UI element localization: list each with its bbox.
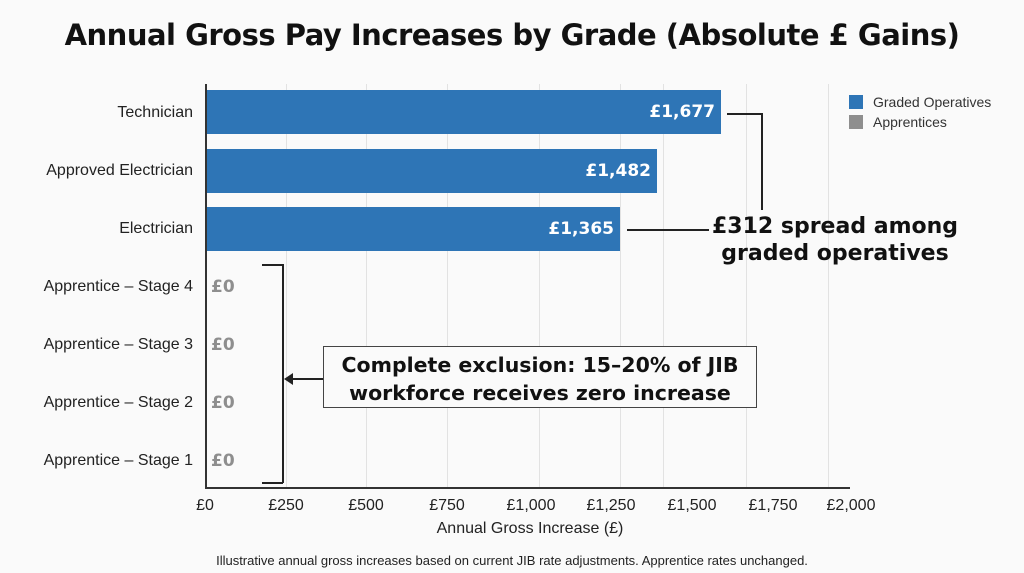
legend-label: Apprentices (873, 114, 947, 130)
y-label: Apprentice – Stage 3 (43, 336, 193, 353)
zero-value: £0 (211, 335, 235, 355)
y-label: Apprentice – Stage 2 (43, 394, 193, 411)
zero-value: £0 (211, 451, 235, 471)
bracket-line (262, 264, 283, 266)
x-tick: £500 (348, 497, 384, 514)
connector-line (627, 229, 709, 231)
arrow-line (290, 378, 324, 380)
x-tick: £0 (196, 497, 214, 514)
x-tick: £2,000 (826, 497, 876, 514)
x-tick: £1,250 (586, 497, 636, 514)
gridline (663, 84, 664, 488)
bar-value: £1,677 (649, 102, 715, 122)
legend: Graded Operatives Apprentices (849, 92, 991, 132)
connector-line (761, 113, 763, 210)
annotation-line: £312 spread among (711, 214, 959, 239)
connector-line (727, 113, 762, 115)
zero-value: £0 (211, 393, 235, 413)
bar-value: £1,482 (585, 161, 651, 181)
legend-label: Graded Operatives (873, 94, 992, 110)
y-label: Electrician (119, 220, 193, 237)
y-label: Technician (117, 104, 193, 121)
bracket-line (282, 264, 284, 483)
x-axis (205, 487, 850, 489)
bracket-line (262, 482, 283, 484)
bar-value: £1,365 (548, 219, 614, 239)
chart-title: Annual Gross Pay Increases by Grade (Abs… (64, 18, 960, 52)
x-tick: £1,750 (748, 497, 798, 514)
legend-swatch-icon (849, 95, 863, 109)
legend-swatch-icon (849, 115, 863, 129)
x-axis-title: Annual Gross Increase (£) (436, 520, 624, 537)
zero-value: £0 (211, 277, 235, 297)
bar-approved-electrician[interactable]: £1,482 (207, 149, 657, 193)
annotation-line: graded operatives (721, 241, 949, 266)
gridline (447, 84, 448, 488)
y-label: Apprentice – Stage 1 (43, 452, 193, 469)
gridline (746, 84, 747, 488)
gridline (828, 84, 829, 488)
gridline (620, 84, 621, 488)
bar-technician[interactable]: £1,677 (207, 90, 721, 134)
y-label: Apprentice – Stage 4 (43, 278, 193, 295)
gridline (366, 84, 367, 488)
x-tick: £250 (268, 497, 304, 514)
gridline (539, 84, 540, 488)
exclusion-annotation: Complete exclusion: 15–20% of JIB workfo… (323, 346, 757, 408)
y-label: Approved Electrician (46, 162, 193, 179)
x-tick: £750 (429, 497, 465, 514)
footnote: Illustrative annual gross increases base… (216, 553, 808, 568)
x-tick: £1,500 (667, 497, 717, 514)
legend-item-apprentices[interactable]: Apprentices (849, 112, 991, 132)
y-axis (205, 84, 207, 488)
spread-annotation: £312 spread among graded operatives (700, 213, 970, 267)
x-tick: £1,000 (506, 497, 556, 514)
gridline (286, 84, 287, 488)
plot-area (205, 84, 850, 488)
arrow-left-icon (284, 373, 293, 385)
annotation-line: Complete exclusion: 15–20% of JIB (341, 353, 739, 377)
annotation-line: workforce receives zero increase (349, 381, 731, 405)
bar-electrician[interactable]: £1,365 (207, 207, 620, 251)
legend-item-graded[interactable]: Graded Operatives (849, 92, 991, 112)
